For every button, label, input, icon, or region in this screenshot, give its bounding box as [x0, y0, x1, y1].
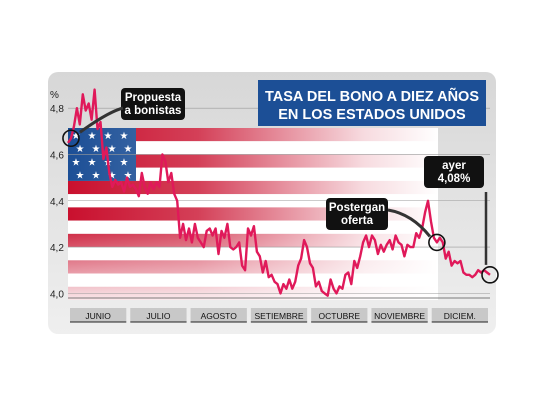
- label-propuesta-text: Propuesta: [125, 92, 182, 104]
- label-propuesta-text: a bonistas: [125, 105, 182, 117]
- label-postergan-text: oferta: [341, 215, 374, 227]
- month-label: AGOSTO: [201, 311, 238, 321]
- yield-line: [66, 88, 491, 297]
- month-bar: [311, 308, 368, 322]
- y-tick-label: 4,0: [50, 289, 64, 300]
- month-bar: [371, 308, 428, 322]
- month-label: JULIO: [146, 311, 170, 321]
- month-axis: JUNIO JULIO AGOSTO SETIEMBRE OCTUBRE NOVIEMBR…: [70, 308, 488, 323]
- month-bar: [431, 308, 488, 322]
- y-tick-label: 4,8: [50, 104, 64, 115]
- y-tick-label: 4,6: [50, 150, 64, 161]
- circle-postergan: [428, 233, 446, 252]
- month-bar: [70, 308, 127, 322]
- circle-propuesta: [62, 129, 80, 148]
- label-ayer-box: [424, 156, 484, 188]
- month-label: SETIEMBRE: [254, 311, 303, 321]
- title-box: [258, 80, 486, 126]
- month-bar: [190, 308, 247, 322]
- y-axis-unit: %: [50, 90, 59, 101]
- arrow-propuesta: [79, 106, 124, 134]
- arrow-postergan: [387, 208, 432, 238]
- title-line-2: EN LOS ESTADOS UNIDOS: [278, 107, 466, 123]
- y-axis: % 4,8 4,6 4,4 4,2 4,0: [50, 90, 64, 300]
- label-postergan-text: Postergan: [329, 202, 385, 214]
- month-bar: [250, 308, 308, 322]
- label-postergan-box: [326, 198, 388, 230]
- y-tick-label: 4,2: [50, 243, 64, 254]
- chart-title: TASA DEL BONO A DIEZ AÑOS EN LOS ESTADOS…: [258, 80, 486, 126]
- y-tick-label: 4,4: [50, 197, 64, 208]
- series-layer: [66, 88, 491, 297]
- month-label: JUNIO: [85, 311, 111, 321]
- circle-ayer: [481, 266, 499, 284]
- month-label: NOVIEMBRE: [374, 311, 425, 321]
- label-ayer-text: ayer: [442, 160, 466, 172]
- month-label: OCTUBRE: [319, 311, 361, 321]
- month-bar: [130, 308, 187, 322]
- label-ayer-text: 4,08%: [438, 173, 471, 185]
- label-propuesta-box: [121, 88, 185, 120]
- month-label: DICIEM.: [444, 311, 476, 321]
- title-line-1: TASA DEL BONO A DIEZ AÑOS: [265, 87, 479, 105]
